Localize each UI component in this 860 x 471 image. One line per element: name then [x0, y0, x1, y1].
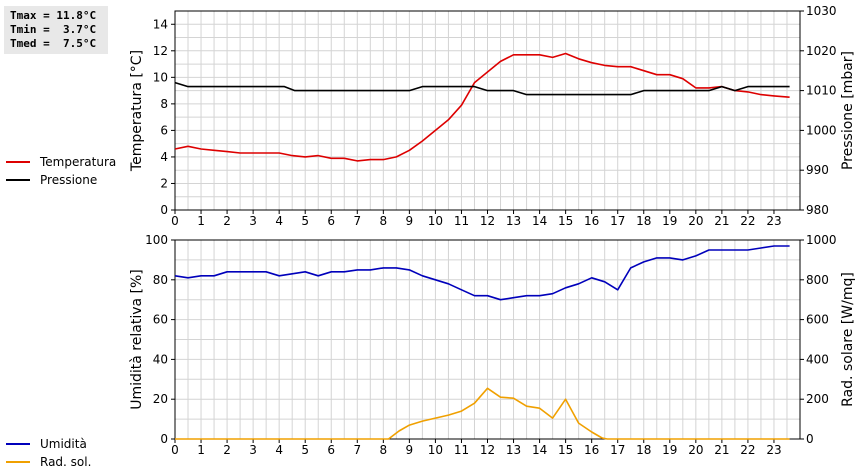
top-x-tick-label: 11 [454, 214, 469, 228]
top-x-tick-label: 20 [688, 214, 703, 228]
bottom-x-tick-label: 20 [688, 443, 703, 457]
bottom-y2-tick-label: 1000 [806, 233, 837, 247]
legend-swatch-temperature [6, 161, 30, 163]
bottom-y2-tick-label: 0 [806, 432, 814, 446]
legend-top: Temperatura Pressione [6, 153, 116, 189]
top-x-tick-label: 15 [558, 214, 573, 228]
weather-charts: 0 1 2 3 4 5 6 7 8 9 10 11 12 13 14 15 16 17 18 19 20 21 22 2302… [129, 4, 856, 457]
top-y-tick-label: 2 [160, 176, 168, 190]
bottom-x-tick-label: 1 [197, 443, 205, 457]
top-y2-tick-label: 1010 [806, 84, 837, 98]
bottom-x-tick-label: 9 [406, 443, 414, 457]
legend-swatch-humidity [6, 443, 30, 445]
bottom-y-tick-label: 0 [160, 432, 168, 446]
bottom-x-tick-label: 22 [740, 443, 755, 457]
top-x-tick-label: 9 [406, 214, 414, 228]
top-x-tick-label: 12 [480, 214, 495, 228]
top-x-tick-label: 1 [197, 214, 205, 228]
legend-label-pressure: Pressione [40, 173, 98, 187]
series-line-umidit [174, 245, 790, 301]
top-y2-tick-label: 1000 [806, 123, 837, 137]
bottom-x-tick-label: 18 [636, 443, 651, 457]
bottom-x-tick-label: 8 [380, 443, 388, 457]
legend-swatch-radiation [6, 461, 30, 463]
top-y-tick-label: 12 [153, 44, 168, 58]
top-y2-tick-label: 1020 [806, 44, 837, 58]
bottom-x-tick-label: 11 [454, 443, 469, 457]
bottom-x-tick-label: 17 [610, 443, 625, 457]
legend-item-temperature: Temperatura [6, 153, 116, 171]
top-y-tick-label: 10 [153, 70, 168, 84]
bottom-x-tick-label: 4 [275, 443, 283, 457]
bottom-y-tick-label: 20 [153, 392, 168, 406]
legend-item-humidity: Umidità [6, 435, 91, 453]
top-y2-tick-label: 980 [806, 203, 829, 217]
top-x-tick-label: 17 [610, 214, 625, 228]
legend-swatch-pressure [6, 179, 30, 181]
bottom-y-axis-title: Umidità relativa [%] [129, 269, 145, 410]
series-line-temperatura [174, 52, 790, 162]
legend-label-humidity: Umidità [40, 437, 87, 451]
top-y2-tick-label: 990 [806, 163, 829, 177]
legend-label-temperature: Temperatura [40, 155, 117, 169]
series-line-rad-sol [175, 387, 790, 440]
top-x-tick-label: 18 [636, 214, 651, 228]
bottom-y2-tick-label: 800 [806, 273, 829, 287]
legend-item-pressure: Pressione [6, 171, 116, 189]
top-x-tick-label: 7 [353, 214, 361, 228]
stats-tmin: Tmin = 3.7°C [10, 23, 97, 36]
bottom-y-tick-label: 40 [153, 352, 168, 366]
top-x-tick-label: 14 [532, 214, 547, 228]
bottom-x-tick-label: 0 [171, 443, 179, 457]
bottom-x-tick-label: 12 [480, 443, 495, 457]
top-x-tick-label: 4 [275, 214, 283, 228]
top-x-tick-label: 16 [584, 214, 599, 228]
bottom-x-tick-label: 16 [584, 443, 599, 457]
top-y2-axis-title: Pressione [mbar] [840, 51, 856, 170]
stats-box: Tmax = 11.8°C Tmin = 3.7°C Tmed = 7.5°C [4, 6, 108, 54]
bottom-y2-axis-title: Rad. solare [W/mq] [840, 272, 856, 407]
top-y-tick-label: 4 [160, 150, 168, 164]
bottom-y2-tick-label: 600 [806, 313, 829, 327]
top-y-tick-label: 14 [153, 17, 168, 31]
top-x-tick-label: 8 [380, 214, 388, 228]
top-y-axis-title: Temperatura [°C] [129, 50, 145, 172]
top-x-tick-label: 6 [327, 214, 335, 228]
top-x-tick-label: 23 [766, 214, 781, 228]
bottom-x-tick-label: 2 [223, 443, 231, 457]
top-x-tick-label: 2 [223, 214, 231, 228]
bottom-y2-tick-label: 200 [806, 392, 829, 406]
top-y-tick-label: 0 [160, 203, 168, 217]
top-x-tick-label: 3 [249, 214, 257, 228]
top-y-tick-label: 6 [160, 123, 168, 137]
bottom-x-tick-label: 10 [428, 443, 443, 457]
stats-tmed: Tmed = 7.5°C [10, 37, 97, 50]
top-x-tick-label: 19 [662, 214, 677, 228]
bottom-x-tick-label: 7 [353, 443, 361, 457]
bottom-x-tick-label: 15 [558, 443, 573, 457]
stats-tmax: Tmax = 11.8°C [10, 9, 97, 22]
bottom-x-tick-label: 23 [766, 443, 781, 457]
bottom-y-tick-label: 100 [145, 233, 168, 247]
top-x-tick-label: 0 [171, 214, 179, 228]
bottom-y2-tick-label: 400 [806, 352, 829, 366]
top-y-tick-label: 8 [160, 97, 168, 111]
bottom-x-tick-label: 14 [532, 443, 547, 457]
bottom-x-tick-label: 3 [249, 443, 257, 457]
bottom-x-tick-label: 5 [301, 443, 309, 457]
top-x-tick-label: 5 [301, 214, 309, 228]
bottom-y-tick-label: 80 [153, 273, 168, 287]
top-x-tick-label: 21 [714, 214, 729, 228]
bottom-x-tick-label: 21 [714, 443, 729, 457]
bottom-x-tick-label: 6 [327, 443, 335, 457]
bottom-y-tick-label: 60 [153, 313, 168, 327]
top-x-tick-label: 22 [740, 214, 755, 228]
bottom-x-tick-label: 19 [662, 443, 677, 457]
top-x-tick-label: 13 [506, 214, 521, 228]
bottom-x-tick-label: 13 [506, 443, 521, 457]
top-y2-tick-label: 1030 [806, 4, 837, 18]
top-x-tick-label: 10 [428, 214, 443, 228]
series-line-pressione [174, 81, 790, 96]
